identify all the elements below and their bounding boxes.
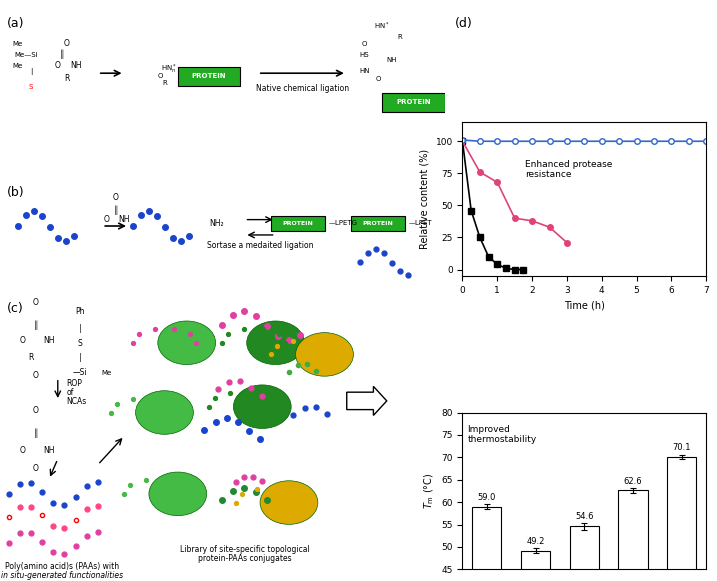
FancyBboxPatch shape: [271, 216, 325, 231]
Ellipse shape: [233, 385, 291, 429]
Text: O: O: [33, 371, 39, 379]
Text: Poly(amino acid)s (PAAs) with: Poly(amino acid)s (PAAs) with: [5, 562, 119, 571]
Text: Library of site-specific topological: Library of site-specific topological: [180, 545, 309, 554]
Text: O: O: [64, 38, 70, 48]
Text: NH: NH: [386, 57, 397, 63]
Ellipse shape: [158, 321, 216, 365]
Text: R: R: [162, 80, 167, 85]
Text: protein-PAAs conjugates: protein-PAAs conjugates: [198, 554, 291, 562]
Text: (a): (a): [7, 17, 24, 30]
Ellipse shape: [247, 321, 305, 365]
Y-axis label: Relative content (%): Relative content (%): [420, 149, 430, 249]
Text: NCAs: NCAs: [67, 397, 87, 406]
Y-axis label: $T_{\rm m}$ (°C): $T_{\rm m}$ (°C): [422, 473, 436, 509]
Bar: [473, 507, 501, 581]
Text: NH: NH: [43, 336, 54, 345]
Bar: [619, 490, 647, 581]
FancyBboxPatch shape: [178, 67, 240, 86]
Text: ║: ║: [33, 428, 38, 437]
Text: O: O: [104, 215, 110, 224]
FancyBboxPatch shape: [351, 216, 404, 231]
Text: 49.2: 49.2: [526, 537, 545, 546]
Text: Native chemical ligation: Native chemical ligation: [256, 84, 349, 93]
Text: (c): (c): [7, 302, 24, 315]
Text: O: O: [33, 464, 39, 472]
Text: R: R: [29, 353, 34, 362]
Text: PROTEIN: PROTEIN: [396, 99, 431, 106]
Text: O: O: [362, 41, 367, 46]
Text: —Si: —Si: [72, 368, 87, 376]
Text: |: |: [30, 68, 32, 75]
Text: PROTEIN: PROTEIN: [282, 221, 313, 226]
Text: NH: NH: [119, 215, 130, 224]
Text: R: R: [64, 74, 70, 83]
Text: Me: Me: [13, 41, 23, 46]
Text: ║: ║: [113, 206, 118, 215]
X-axis label: Time (h): Time (h): [564, 300, 605, 310]
Text: NH: NH: [70, 62, 81, 70]
Text: O: O: [113, 193, 118, 202]
Text: Me: Me: [102, 370, 112, 376]
Text: HN$^*$: HN$^*$: [374, 20, 390, 32]
Text: S: S: [29, 84, 33, 91]
Text: HN$^*_n$: HN$^*_n$: [161, 63, 177, 76]
Text: 62.6: 62.6: [624, 477, 642, 486]
Text: |: |: [79, 353, 81, 362]
Text: Ph: Ph: [75, 307, 85, 315]
Text: —LPETG: —LPETG: [329, 220, 358, 227]
Text: O: O: [19, 446, 25, 455]
Text: NH₂: NH₂: [209, 219, 224, 228]
Bar: [668, 457, 696, 581]
Text: Me—Si: Me—Si: [15, 52, 39, 58]
Text: O: O: [19, 336, 25, 345]
Text: R: R: [398, 34, 402, 40]
Text: Sortase a medaited ligation: Sortase a medaited ligation: [206, 241, 313, 250]
Text: in situ-generated functionalities: in situ-generated functionalities: [1, 571, 123, 580]
Text: HS: HS: [360, 52, 369, 58]
Text: S: S: [77, 339, 82, 347]
Text: 59.0: 59.0: [478, 493, 496, 502]
Text: ║: ║: [60, 49, 65, 59]
Text: Improved
thermostability: Improved thermostability: [467, 425, 536, 444]
Text: O: O: [33, 406, 39, 414]
Text: HN: HN: [359, 68, 370, 74]
Bar: [570, 526, 599, 581]
Text: 70.1: 70.1: [673, 443, 691, 453]
Ellipse shape: [136, 391, 194, 435]
Text: (b): (b): [7, 186, 25, 199]
Text: Me: Me: [13, 63, 23, 69]
Text: Enhanced protease
resistance: Enhanced protease resistance: [525, 160, 612, 179]
Text: O: O: [157, 73, 163, 79]
Text: |: |: [79, 324, 81, 333]
Text: 54.6: 54.6: [575, 511, 594, 521]
Text: PROTEIN: PROTEIN: [362, 221, 394, 226]
Ellipse shape: [260, 481, 318, 524]
Text: (d): (d): [455, 17, 473, 30]
Text: O: O: [33, 298, 39, 307]
Text: NH: NH: [43, 446, 54, 455]
FancyBboxPatch shape: [382, 93, 445, 112]
Bar: [521, 551, 550, 581]
Text: PROTEIN: PROTEIN: [191, 73, 227, 80]
Text: ROP: ROP: [67, 379, 82, 388]
Ellipse shape: [149, 472, 206, 516]
Ellipse shape: [295, 332, 353, 376]
Text: O: O: [375, 76, 381, 83]
Text: O: O: [55, 62, 61, 70]
Text: of: of: [67, 388, 74, 397]
FancyArrow shape: [347, 386, 386, 415]
Text: ║: ║: [33, 321, 38, 330]
Text: —LPET: —LPET: [409, 220, 432, 227]
